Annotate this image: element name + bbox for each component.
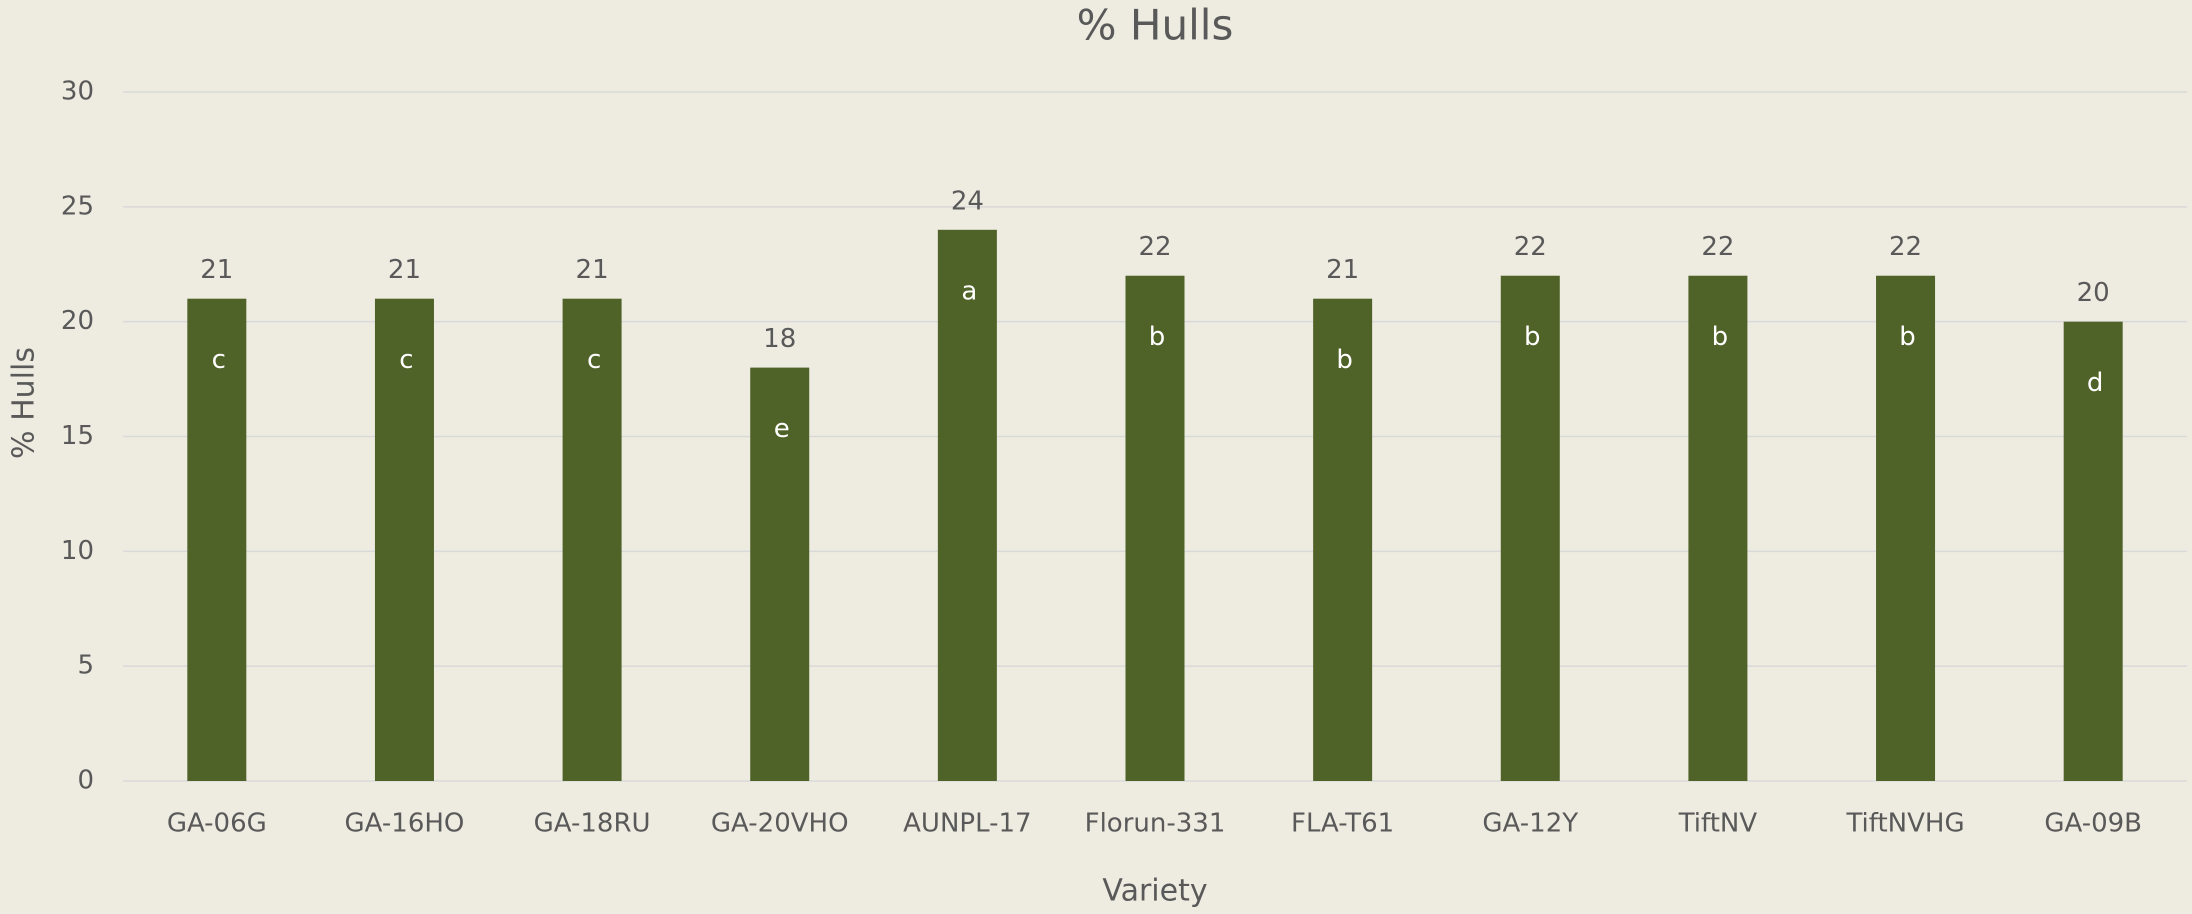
- bar-annotation: b: [1336, 345, 1353, 375]
- y-tick-label: 20: [61, 306, 94, 336]
- bar-annotation: b: [1712, 322, 1729, 352]
- data-label: 21: [576, 255, 609, 285]
- bar: [938, 230, 997, 781]
- x-tick-label: GA-12Y: [1482, 809, 1578, 839]
- x-tick-label: GA-09B: [2044, 809, 2142, 839]
- data-label: 21: [200, 255, 233, 285]
- x-tick-label: TiftNVHG: [1845, 809, 1964, 839]
- x-tick-label: GA-16HO: [345, 809, 465, 839]
- x-axis-label: Variety: [1102, 874, 1207, 909]
- bar-annotation: b: [1524, 322, 1541, 352]
- page: % Hulls Variety % Hulls 0 5 10 15 20 25 30 GA-0…: [0, 0, 2192, 914]
- x-tick-label: GA-06G: [167, 809, 267, 839]
- data-label: 21: [1326, 255, 1359, 285]
- y-axis-label: % Hulls: [7, 347, 42, 459]
- y-tick-label: 30: [61, 77, 94, 107]
- background: [0, 0, 2192, 914]
- data-label: 22: [1138, 232, 1171, 262]
- bar-annotation: c: [587, 345, 601, 375]
- data-label: 18: [763, 324, 796, 354]
- data-label: 20: [2077, 278, 2110, 308]
- bar-annotation: e: [774, 414, 790, 444]
- data-label: 22: [1701, 232, 1734, 262]
- data-label: 21: [388, 255, 421, 285]
- chart: % Hulls Variety % Hulls 0 5 10 15 20 25 30 GA-0…: [0, 0, 2192, 914]
- x-tick-label: GA-20VHO: [711, 809, 849, 839]
- bar-annotation: c: [212, 345, 226, 375]
- chart-title: % Hulls: [1077, 1, 1234, 50]
- y-tick-label: 5: [77, 651, 94, 681]
- y-tick-label: 0: [77, 766, 94, 796]
- y-tick-label: 25: [61, 191, 94, 221]
- x-tick-label: TiftNV: [1678, 809, 1758, 839]
- bar-annotation: b: [1899, 322, 1916, 352]
- x-tick-label: FLA-T61: [1291, 809, 1394, 839]
- y-tick-label: 10: [61, 536, 94, 566]
- data-label: 22: [1889, 232, 1922, 262]
- bar-annotation: c: [399, 345, 413, 375]
- bar-annotation: a: [961, 276, 977, 306]
- bar-annotation: b: [1149, 322, 1166, 352]
- x-tick-label: Florun-331: [1085, 809, 1226, 839]
- x-tick-label: AUNPL-17: [903, 809, 1031, 839]
- bar-annotation: d: [2087, 368, 2104, 398]
- y-tick-label: 15: [61, 421, 94, 451]
- x-tick-label: GA-18RU: [534, 809, 651, 839]
- data-label: 24: [951, 186, 984, 216]
- data-label: 22: [1514, 232, 1547, 262]
